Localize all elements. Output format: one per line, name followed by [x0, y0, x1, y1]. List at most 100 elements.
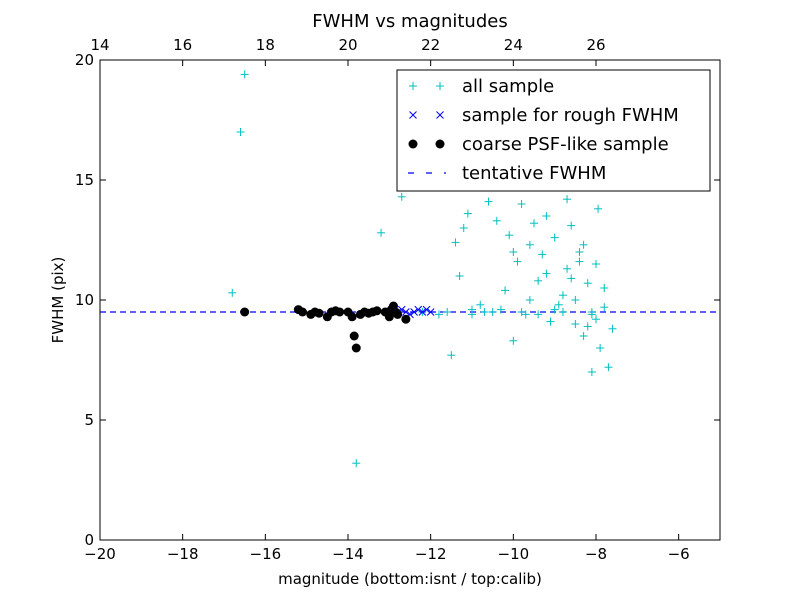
top-tick-label: 18 — [256, 36, 275, 54]
point-s2-2 — [298, 307, 308, 317]
point-s0-58 — [592, 315, 600, 324]
point-s0-34 — [575, 248, 584, 256]
point-s0-5 — [397, 192, 406, 201]
point-s0-48 — [579, 240, 588, 249]
point-s0-21 — [521, 310, 530, 319]
x-tick-label: −8 — [585, 545, 607, 563]
point-s0-42 — [604, 363, 613, 372]
point-s0-41 — [600, 284, 609, 292]
point-s0-31 — [563, 264, 572, 273]
point-s0-7 — [447, 351, 456, 360]
legend-marker-rough-1-b — [409, 111, 417, 119]
point-s0-66 — [517, 308, 526, 316]
point-s1-9-b — [426, 308, 435, 316]
point-s1-7 — [418, 308, 427, 316]
point-s1-3 — [402, 308, 410, 316]
point-s0-25 — [538, 250, 547, 259]
point-s0-67 — [534, 310, 543, 319]
legend-markers — [408, 82, 446, 174]
top-tick-label: 26 — [586, 36, 605, 54]
point-s0-62 — [443, 308, 452, 316]
x-tick-label: −18 — [167, 545, 199, 563]
point-s0-52 — [563, 195, 572, 204]
point-s0-55 — [488, 308, 497, 316]
point-s0-36 — [583, 279, 592, 288]
legend-marker-all-1 — [409, 82, 417, 90]
point-s0-28 — [550, 233, 559, 242]
legend-label-tentative-fwhm: tentative FWHM — [462, 163, 606, 184]
point-s0-50 — [509, 248, 518, 256]
point-s1-3-b — [402, 308, 410, 316]
point-s2-18 — [372, 306, 382, 316]
x-axis-label: magnitude (bottom:isnt / top:calib) — [278, 570, 542, 588]
point-s0-46 — [554, 300, 563, 309]
point-s0-2 — [228, 288, 237, 297]
top-tick-label: 22 — [421, 36, 440, 54]
point-s0-64 — [480, 308, 489, 316]
top-tick-label: 20 — [338, 36, 357, 54]
point-s2-25 — [401, 314, 411, 324]
point-s0-47 — [567, 274, 576, 283]
y-tick-label: 5 — [84, 411, 94, 429]
point-s0-30 — [558, 291, 567, 300]
x-tick-label: −20 — [84, 545, 116, 563]
point-s0-17 — [505, 231, 514, 240]
x-tick-label: −14 — [332, 545, 364, 563]
point-s0-19 — [513, 257, 522, 266]
top-tick-label: 14 — [90, 36, 109, 54]
point-s0-38 — [592, 260, 600, 268]
point-s0-63 — [468, 310, 476, 319]
point-s0-57 — [571, 296, 580, 304]
point-s1-6 — [414, 305, 423, 314]
point-s0-39 — [594, 204, 603, 213]
y-axis-label: FWHM (pix) — [49, 257, 67, 344]
point-s1-6-b — [414, 305, 423, 314]
point-s0-11 — [463, 209, 472, 218]
point-s1-5-b — [410, 308, 418, 316]
point-s0-51 — [530, 219, 538, 228]
legend-label-all-sample: all sample — [462, 76, 554, 97]
point-s0-40 — [596, 344, 605, 352]
legend-marker-coarse-1 — [408, 139, 418, 149]
point-s0-16 — [501, 286, 510, 295]
point-s0-59 — [600, 303, 609, 312]
point-s0-18 — [509, 336, 518, 345]
point-s0-37 — [587, 368, 596, 376]
point-s0-26 — [542, 212, 551, 220]
point-s2-11 — [347, 312, 357, 322]
point-s0-13 — [476, 300, 485, 309]
point-s0-53 — [575, 257, 584, 266]
y-tick-label: 15 — [75, 171, 94, 189]
point-s0-1 — [240, 70, 249, 79]
legend-marker-coarse-2 — [435, 139, 445, 149]
point-s0-8 — [451, 238, 460, 247]
point-s1-9 — [426, 308, 435, 316]
point-s0-33 — [571, 320, 580, 328]
point-s0-32 — [567, 221, 576, 230]
point-s0-0 — [236, 128, 245, 136]
legend-label-coarse-psf: coarse PSF-like sample — [462, 134, 669, 155]
point-s0-10 — [459, 224, 468, 232]
point-s1-7-b — [418, 308, 427, 316]
top-tick-label: 16 — [173, 36, 192, 54]
point-s2-24 — [393, 309, 403, 319]
point-s2-0 — [240, 307, 250, 317]
point-s0-4 — [377, 228, 386, 237]
x-tick-label: −10 — [498, 545, 530, 563]
point-s2-9 — [335, 307, 345, 317]
x-tick-label: −12 — [415, 545, 447, 563]
point-s1-8 — [422, 305, 431, 314]
point-s0-20 — [517, 200, 526, 208]
point-s1-8-b — [422, 305, 431, 314]
top-tick-label: 24 — [504, 36, 523, 54]
chart-title: FWHM vs magnitudes — [312, 11, 507, 32]
point-s0-44 — [525, 296, 534, 304]
point-s2-12 — [349, 331, 359, 341]
legend-box — [396, 69, 711, 192]
legend: all sample sample for rough FWHM coarse … — [396, 69, 711, 192]
point-s0-14 — [484, 197, 493, 206]
series-layer — [100, 70, 720, 468]
point-s0-22 — [525, 240, 534, 249]
